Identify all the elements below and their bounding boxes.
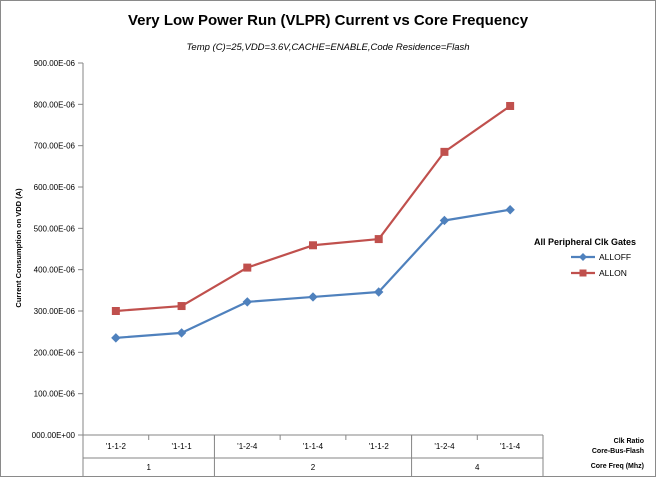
- group-label: 1: [146, 463, 151, 472]
- y-axis-label: Current Consumption on VDD (A): [14, 188, 23, 308]
- data-point-alloff: [176, 328, 187, 338]
- legend: All Peripheral Clk Gates ALLOFF ALLON: [534, 237, 636, 278]
- y-tick-label: 100.00E-06: [34, 390, 76, 399]
- y-tick-label: 900.00E-06: [34, 59, 76, 68]
- y-tick-label: 300.00E-06: [34, 307, 76, 316]
- data-point-alloff: [308, 292, 318, 302]
- y-tick-label: 500.00E-06: [34, 224, 76, 233]
- x-tick-label: '1-2-4: [237, 442, 258, 451]
- x-tick-label: '1-1-1: [171, 442, 192, 451]
- y-tick-label: 000.00E+00: [32, 431, 76, 440]
- data-point-alloff: [374, 287, 384, 297]
- y-tick-label: 600.00E-06: [34, 183, 76, 192]
- data-point-allon: [309, 241, 317, 250]
- data-point-alloff: [242, 297, 252, 307]
- x-tick-label: '1-1-4: [303, 442, 324, 451]
- y-tick-label: 200.00E-06: [34, 348, 76, 357]
- x-tick-label: '1-1-4: [500, 442, 521, 451]
- data-point-allon: [243, 263, 252, 272]
- data-point-allon: [177, 302, 186, 311]
- legend-marker: [579, 253, 587, 261]
- data-point-allon: [440, 147, 449, 156]
- clk-ratio-label: Clk Ratio: [614, 438, 644, 445]
- chart-subtitle: Temp (C)=25,VDD=3.6V,CACHE=ENABLE,Code R…: [186, 42, 469, 53]
- group-label: 4: [475, 463, 480, 472]
- data-point-allon: [111, 307, 120, 315]
- chart-title: Very Low Power Run (VLPR) Current vs Cor…: [128, 12, 529, 29]
- data-point-alloff: [439, 215, 450, 226]
- data-point-allon: [506, 101, 515, 110]
- plot-area: 000.00E+00 100.00E-06 200.00E-06 300.00E-06…: [32, 59, 544, 476]
- x-tick-label: '1-1-2: [369, 442, 390, 451]
- series-line-alloff: [115, 208, 511, 339]
- x-tick-label: '1-2-4: [434, 442, 455, 451]
- series-line-allon: [115, 105, 511, 313]
- legend-title: All Peripheral Clk Gates: [534, 237, 636, 247]
- data-point-alloff: [111, 333, 121, 343]
- y-tick-label: 400.00E-06: [34, 266, 76, 275]
- core-freq-label: Core Freq (Mhz): [591, 463, 644, 470]
- legend-marker: [579, 269, 587, 277]
- legend-label: ALLOFF: [599, 252, 631, 262]
- data-point-allon: [374, 235, 383, 244]
- y-tick-label: 800.00E-06: [34, 100, 76, 109]
- data-point-alloff: [505, 205, 515, 215]
- core-bus-flash-label: Core-Bus-Flash: [592, 448, 644, 455]
- y-tick-label: 700.00E-06: [34, 142, 76, 151]
- legend-label: ALLON: [599, 268, 627, 278]
- group-label: 2: [311, 463, 316, 472]
- x-tick-label: '1-1-2: [106, 442, 127, 451]
